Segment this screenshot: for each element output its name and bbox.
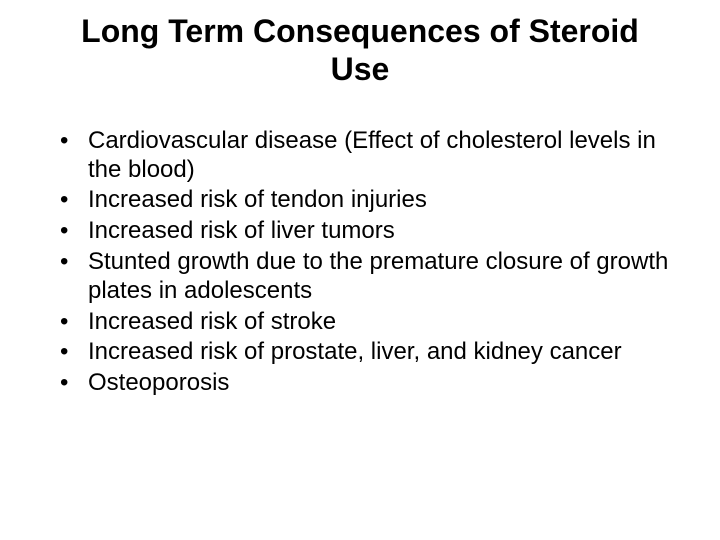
list-item: Osteoporosis: [60, 369, 680, 398]
list-item: Cardiovascular disease (Effect of choles…: [60, 127, 680, 185]
list-item: Stunted growth due to the premature clos…: [60, 248, 680, 306]
bullet-list: Cardiovascular disease (Effect of choles…: [40, 127, 680, 398]
list-item: Increased risk of stroke: [60, 308, 680, 337]
list-item: Increased risk of prostate, liver, and k…: [60, 338, 680, 367]
list-item: Increased risk of liver tumors: [60, 217, 680, 246]
list-item: Increased risk of tendon injuries: [60, 186, 680, 215]
slide-title: Long Term Consequences of Steroid Use: [40, 12, 680, 89]
